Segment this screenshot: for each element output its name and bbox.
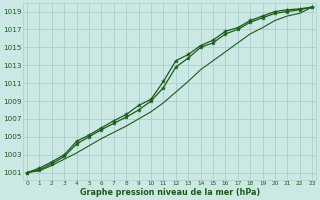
- X-axis label: Graphe pression niveau de la mer (hPa): Graphe pression niveau de la mer (hPa): [80, 188, 260, 197]
